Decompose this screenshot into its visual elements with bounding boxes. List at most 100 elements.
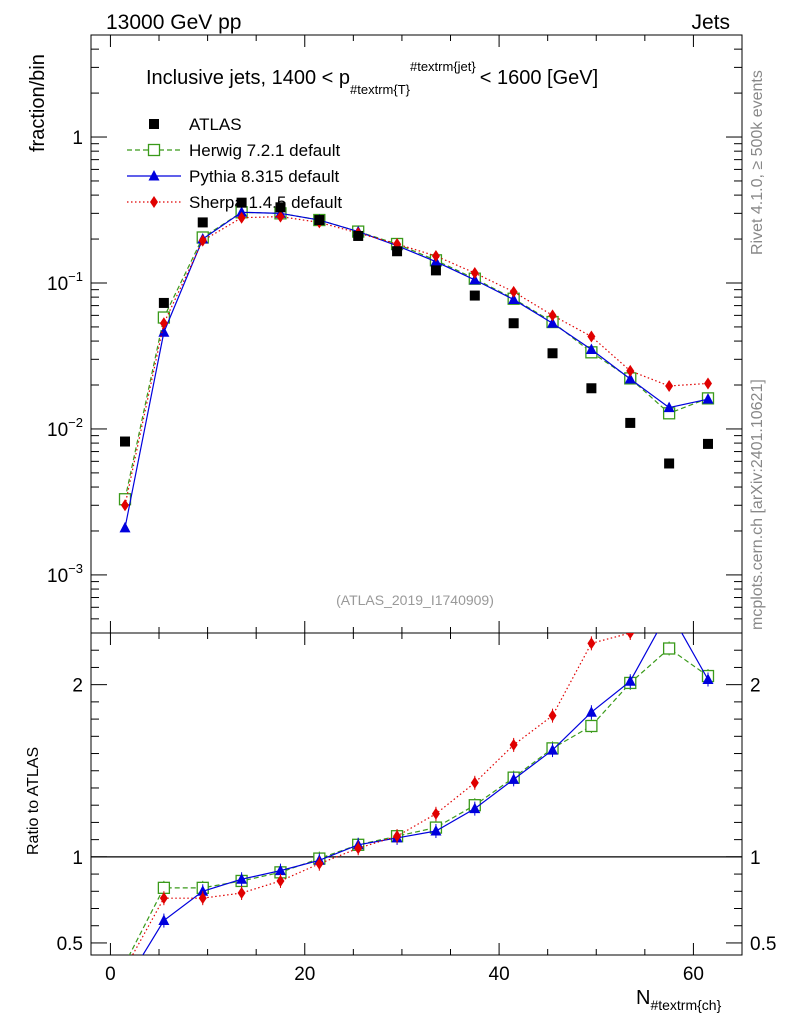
sherpa-point — [587, 330, 596, 343]
herwig-ratio-point — [662, 642, 676, 655]
sherpa-ratio-point — [587, 637, 596, 650]
pythia-point — [702, 393, 714, 404]
pythia-point — [624, 372, 636, 384]
ratio-tick-label: 1 — [72, 848, 83, 869]
sherpa-ratio-point — [159, 892, 168, 905]
atlas-legend-marker — [149, 119, 159, 129]
sherpa-point — [121, 499, 130, 512]
atlas-point — [314, 215, 325, 226]
sherpa-point — [626, 364, 635, 377]
pythia-ratio-point — [702, 673, 714, 684]
y-tick-label: 10−1 — [47, 269, 83, 295]
sherpa-point — [159, 317, 168, 330]
atlas-point — [586, 383, 597, 394]
pythia-point — [547, 317, 559, 328]
herwig-line — [124, 211, 709, 500]
sherpa-point — [509, 285, 518, 298]
legend: ATLAS Herwig 7.2.1 default Pythia 8.315 de… — [127, 115, 342, 212]
y-tick-exp: −2 — [68, 415, 83, 430]
pythia-line — [124, 211, 709, 528]
sherpa-line — [124, 215, 709, 506]
y-tick-label: 10−3 — [47, 561, 83, 587]
x-tick-label: 40 — [489, 964, 510, 985]
pythia-point — [469, 273, 481, 285]
atlas-point — [702, 438, 713, 449]
atlas-legend-label: ATLAS — [189, 115, 242, 134]
sherpa-ratio-point — [626, 633, 635, 639]
atlas-point — [353, 230, 364, 241]
sherpa-ratio-point — [354, 842, 363, 855]
pythia-ratio-point — [158, 914, 170, 926]
chart-title: Inclusive jets, 1400 < p#textrm{T} #textr… — [146, 59, 598, 97]
atlas-point — [508, 318, 519, 329]
ratio-tick-label: 0.5 — [750, 934, 776, 955]
ratio-panel-frame — [90, 632, 743, 956]
sherpa-point — [548, 309, 557, 322]
y-tick-label: 1 — [72, 128, 83, 149]
ratio-tick-label: 0.5 — [57, 934, 83, 955]
atlas-point — [158, 297, 169, 308]
pythia-ratio-point — [508, 773, 520, 784]
sherpa-ratio-point — [548, 709, 557, 722]
rivet-label: Rivet 4.1.0, ≥ 500k events — [749, 70, 766, 255]
sherpa-ratio-point — [393, 830, 402, 843]
process-label: Jets — [691, 11, 730, 34]
pythia-ratio-point — [624, 675, 636, 686]
x-label-sub: #textrm{ch} — [650, 997, 721, 1013]
pythia-point — [585, 343, 597, 355]
sherpa-ratio-point — [276, 874, 285, 887]
ratio-tick-label: 1 — [750, 848, 761, 869]
sherpa-ratio-line — [131, 633, 631, 955]
sherpa-point — [665, 379, 674, 392]
sherpa-ratio-point — [431, 807, 440, 820]
sherpa-point — [470, 267, 479, 280]
series-ratio — [128, 633, 715, 955]
pythia-ratio-point — [469, 802, 481, 814]
energy-label: 13000 GeV pp — [106, 11, 241, 34]
pythia-point — [119, 521, 131, 533]
sherpa-legend-label: Sherpa 1.4.5 default — [189, 193, 342, 212]
pythia-point — [508, 293, 520, 305]
pythia-legend-marker — [148, 170, 160, 181]
herwig-legend-label: Herwig 7.2.1 default — [189, 141, 340, 160]
atlas-point — [547, 348, 558, 359]
pythia-ratio-point — [430, 825, 442, 836]
atlas-point — [392, 246, 403, 257]
ratio-tick-label: 2 — [750, 676, 761, 697]
ratio-tick-label: 2 — [72, 676, 83, 697]
x-tick-label: 20 — [294, 964, 315, 985]
x-label-main: N — [636, 987, 650, 1009]
atlas-point — [236, 197, 247, 208]
axes: 0 20 40 60 10−310 −2 10−1 1 0.5 0.5 1 1 2 2 — [47, 34, 776, 985]
ratio-axis-label: Ratio to ATLAS — [25, 747, 42, 855]
x-tick-label: 0 — [105, 964, 116, 985]
sherpa-ratio-point — [198, 892, 207, 905]
y-tick-base: 10 — [47, 566, 68, 587]
atlas-point — [625, 417, 636, 428]
atlas-point — [469, 290, 480, 301]
x-tick-label: 60 — [683, 964, 704, 985]
atlas-point — [197, 217, 208, 228]
title-sup: #textrm{jet} — [410, 59, 476, 74]
pythia-ratio-line — [142, 633, 709, 955]
atlas-point — [664, 458, 675, 469]
sherpa-point — [198, 234, 207, 247]
title-pre: Inclusive jets, 1400 < p — [146, 67, 350, 89]
herwig-ratio-line — [128, 647, 709, 955]
title-post: < 1600 [GeV] — [480, 67, 598, 89]
sherpa-ratio-point — [237, 887, 246, 900]
y-tick-exp: −3 — [68, 561, 83, 576]
pythia-point — [663, 401, 675, 413]
sherpa-point — [703, 377, 712, 390]
title-sub: #textrm{T} — [350, 82, 411, 97]
pythia-point — [158, 326, 170, 337]
atlas-point — [430, 265, 441, 276]
y-axis-label: fraction/bin — [27, 54, 49, 152]
atlas-point — [120, 436, 131, 447]
analysis-id: (ATLAS_2019_I1740909) — [336, 592, 494, 608]
sherpa-point — [276, 210, 285, 223]
sherpa-ratio-point — [315, 857, 324, 870]
pythia-ratio-point — [547, 744, 559, 755]
pythia-ratio-point — [197, 885, 209, 896]
